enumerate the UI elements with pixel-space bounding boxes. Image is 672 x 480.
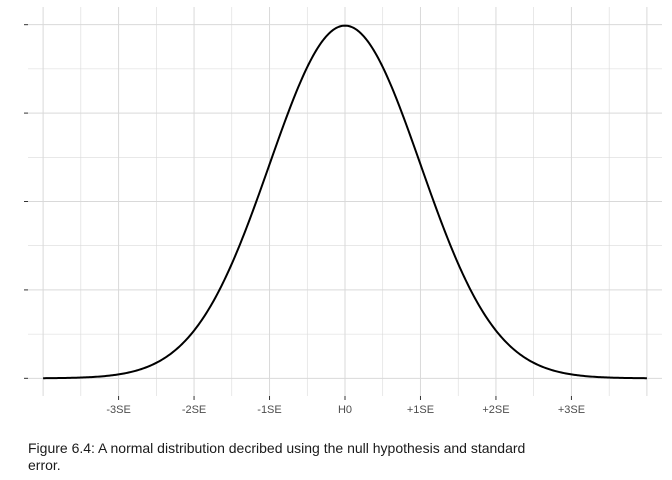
x-tick-label: +1SE	[407, 404, 434, 416]
x-tick-labels: -3SE -2SE -1SE H0 +1SE +2SE +3SE	[106, 404, 585, 416]
curve-layer	[43, 24, 647, 380]
x-tick-label: -2SE	[182, 404, 206, 416]
grid-lines	[28, 7, 662, 396]
normal-distribution-chart: -3SE -2SE -1SE H0 +1SE +2SE +3SE	[0, 0, 672, 430]
x-tick-label: -1SE	[257, 404, 281, 416]
normal-density-curve	[43, 24, 647, 380]
x-tick-label: -3SE	[106, 404, 130, 416]
figure-caption: Figure 6.4: A normal distribution decrib…	[28, 440, 526, 473]
plot-panel	[0, 0, 672, 430]
axis-ticks	[24, 24, 572, 400]
x-tick-label: +2SE	[482, 404, 509, 416]
x-tick-label: +3SE	[558, 404, 585, 416]
x-tick-label: H0	[338, 404, 352, 416]
